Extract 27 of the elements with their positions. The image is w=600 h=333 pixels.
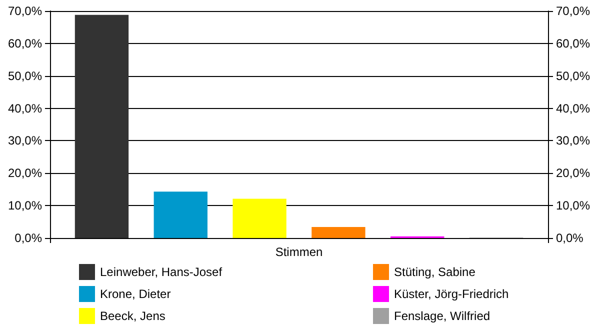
legend-label: Küster, Jörg-Friedrich — [394, 287, 509, 301]
y-tick-label: 30,0% — [8, 134, 42, 148]
text: 70,0% — [556, 4, 590, 18]
y-tick-label: 50,0% — [8, 68, 42, 83]
y-tick-label: 0,0% — [14, 231, 42, 245]
y-tick-label: 70,0% — [8, 4, 42, 18]
bar — [154, 192, 208, 238]
legend-label: Krone, Dieter — [100, 287, 171, 301]
bar — [74, 14, 129, 238]
text: 50,0% — [556, 68, 590, 83]
legend-label: Leinweber, Hans-Josef — [100, 265, 223, 279]
y-tick-label: 20,0% — [8, 166, 42, 180]
legend-label: Stüting, Sabine — [394, 265, 476, 279]
legend-label: Beeck, Jens — [100, 309, 166, 323]
text: 40,0% — [556, 101, 590, 116]
legend-label: Fenslage, Wilfried — [394, 309, 490, 323]
y-tick-label: 40,0% — [8, 101, 42, 116]
y-tick-label: 60,0% — [8, 36, 42, 50]
text: 30,0% — [556, 134, 590, 148]
text: 60,0% — [556, 36, 590, 50]
bar — [312, 226, 366, 238]
text: 0,0% — [556, 231, 584, 245]
x-tick-label: Stimmen — [275, 245, 323, 259]
text: 20,0% — [556, 166, 590, 180]
y-tick-label: 10,0% — [8, 198, 42, 213]
text: 10,0% — [556, 198, 590, 213]
bar — [232, 198, 286, 238]
